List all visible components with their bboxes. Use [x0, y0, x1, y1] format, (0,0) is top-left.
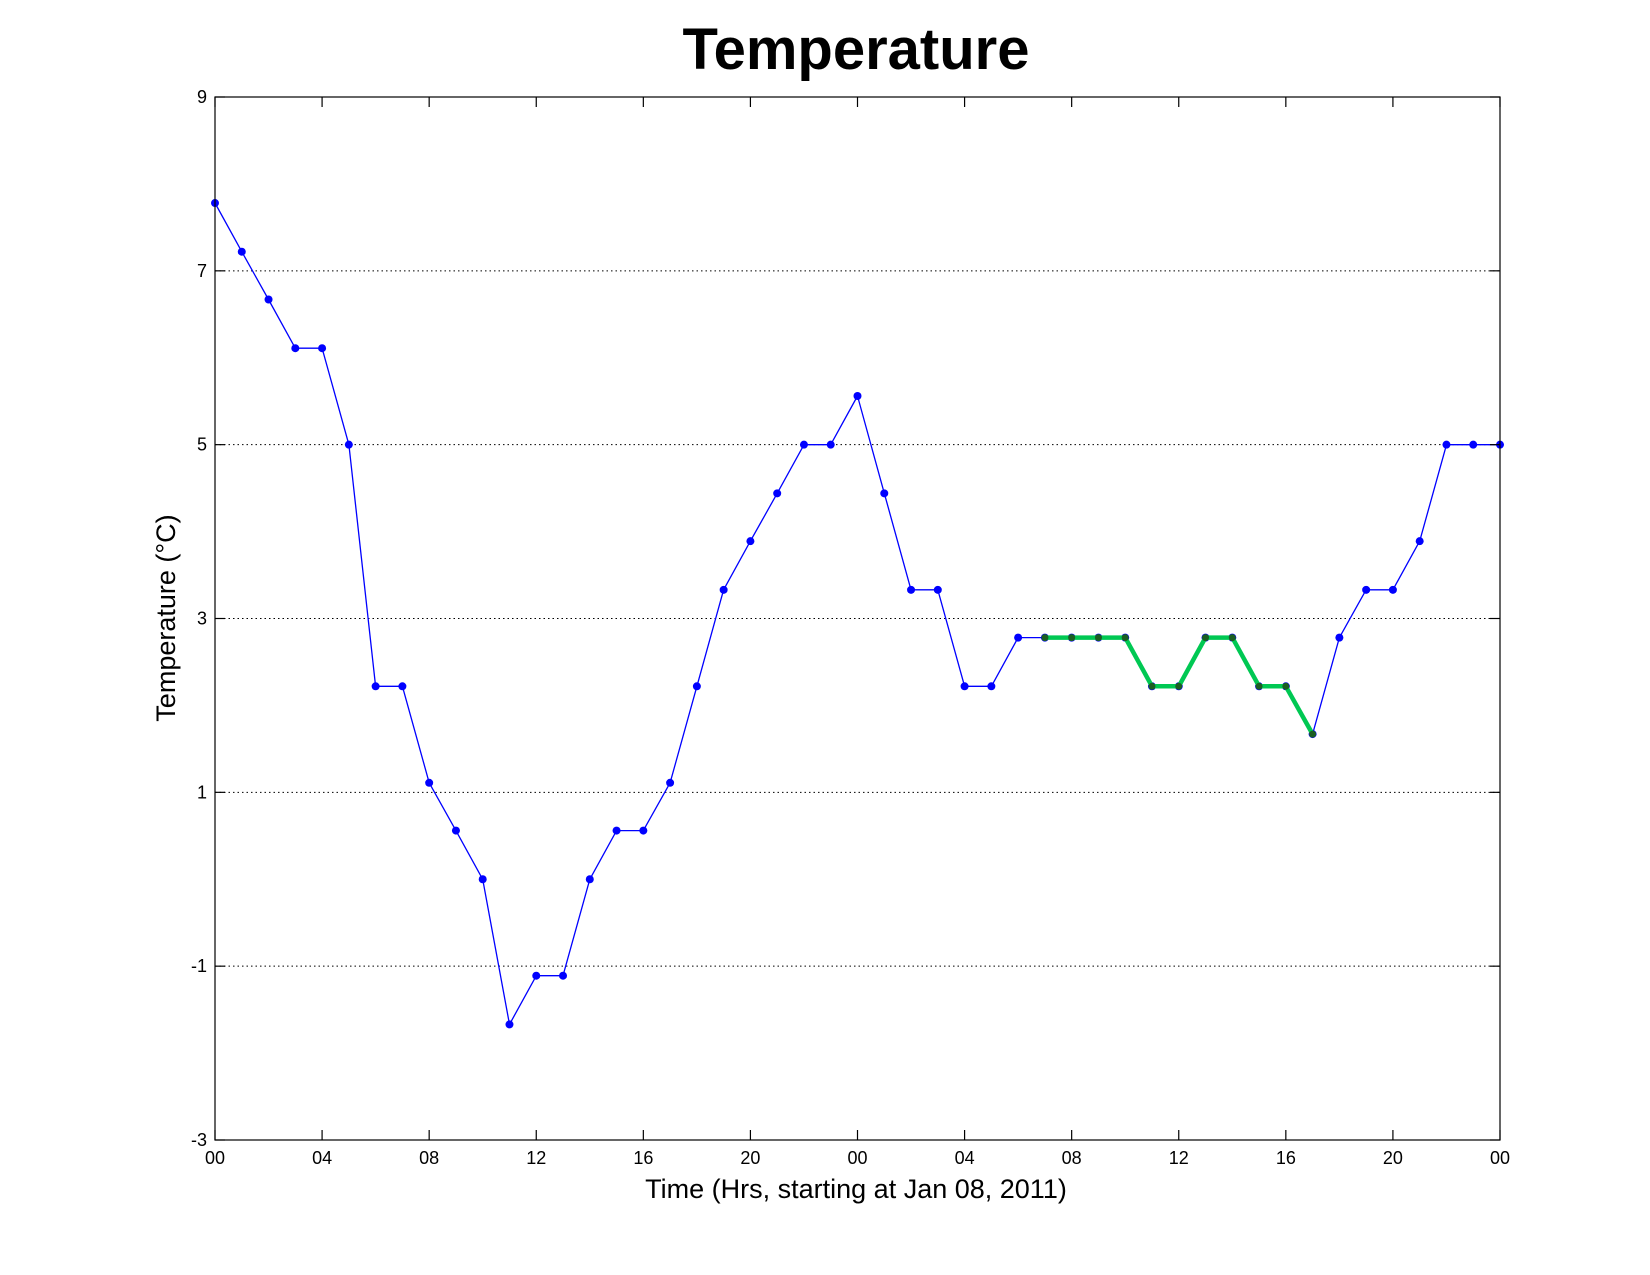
data-point — [960, 682, 969, 691]
data-point — [318, 344, 327, 353]
x-tick-label: 20 — [740, 1148, 760, 1168]
data-point — [1415, 537, 1424, 546]
y-tick-label: 7 — [197, 261, 207, 281]
data-point — [478, 875, 487, 884]
data-point — [1041, 634, 1049, 642]
data-point — [1202, 634, 1210, 642]
plot-frame — [214, 96, 1501, 1141]
grid-lines — [215, 270, 1500, 967]
data-point — [853, 391, 862, 400]
data-point — [746, 537, 755, 546]
data-point — [612, 826, 621, 835]
data-point — [398, 682, 407, 691]
series-layer — [211, 199, 1504, 1029]
x-tick-label: 08 — [1062, 1148, 1082, 1168]
data-point — [1309, 730, 1317, 738]
series-line — [214, 202, 1500, 1026]
data-point — [692, 682, 701, 691]
data-point — [1469, 440, 1478, 449]
chart-title: Temperature — [682, 17, 1029, 82]
y-tick-label: 9 — [197, 87, 207, 107]
x-tick-label: 12 — [526, 1148, 546, 1168]
data-point — [1388, 585, 1397, 594]
data-point — [425, 778, 434, 787]
axis-ticks: -3 -1 1 3 5 7 9 00 04 08 12 16 20 00 04 08 12 16 20 00 — [191, 87, 1510, 1168]
y-tick-label: 5 — [197, 435, 207, 455]
data-point — [291, 344, 300, 353]
data-point — [451, 826, 460, 835]
data-point — [1068, 634, 1076, 642]
data-point — [719, 585, 728, 594]
x-axis-label: Time (Hrs, starting at Jan 08, 2011) — [645, 1174, 1067, 1204]
data-point — [532, 971, 541, 980]
y-tick-label: 3 — [197, 609, 207, 629]
data-point — [799, 440, 808, 449]
x-tick-label: 04 — [955, 1148, 975, 1168]
data-point — [1362, 585, 1371, 594]
data-point — [987, 682, 996, 691]
data-point — [1094, 634, 1102, 642]
x-tick-label: 00 — [1490, 1148, 1510, 1168]
data-point — [1014, 633, 1023, 642]
data-point — [1335, 633, 1344, 642]
data-point — [559, 971, 568, 980]
data-point — [237, 247, 246, 256]
x-tick-label: 20 — [1383, 1148, 1403, 1168]
y-tick-label: -3 — [191, 1130, 207, 1150]
data-point — [371, 682, 380, 691]
x-tick-label: 16 — [1276, 1148, 1296, 1168]
data-point — [773, 489, 782, 498]
data-point — [264, 295, 273, 304]
data-point — [826, 440, 835, 449]
x-tick-label: 16 — [633, 1148, 653, 1168]
data-point — [1255, 682, 1263, 690]
data-point — [505, 1020, 514, 1029]
x-tick-label: 00 — [205, 1148, 225, 1168]
data-point — [1121, 634, 1129, 642]
data-point — [880, 489, 889, 498]
data-point — [1148, 682, 1156, 690]
data-point — [344, 440, 353, 449]
y-tick-label: -1 — [191, 956, 207, 976]
x-tick-label: 08 — [419, 1148, 439, 1168]
data-point — [907, 585, 916, 594]
data-point — [1228, 634, 1236, 642]
y-axis-label: Temperature (°C) — [151, 514, 181, 721]
data-point — [1282, 682, 1290, 690]
data-point — [1175, 682, 1183, 690]
data-point — [1442, 440, 1451, 449]
x-tick-label: 04 — [312, 1148, 332, 1168]
data-point — [666, 778, 675, 787]
data-point — [585, 875, 594, 884]
y-tick-label: 1 — [197, 782, 207, 802]
data-point — [639, 826, 648, 835]
x-tick-label: 12 — [1169, 1148, 1189, 1168]
x-tick-label: 00 — [847, 1148, 867, 1168]
data-point — [933, 585, 942, 594]
